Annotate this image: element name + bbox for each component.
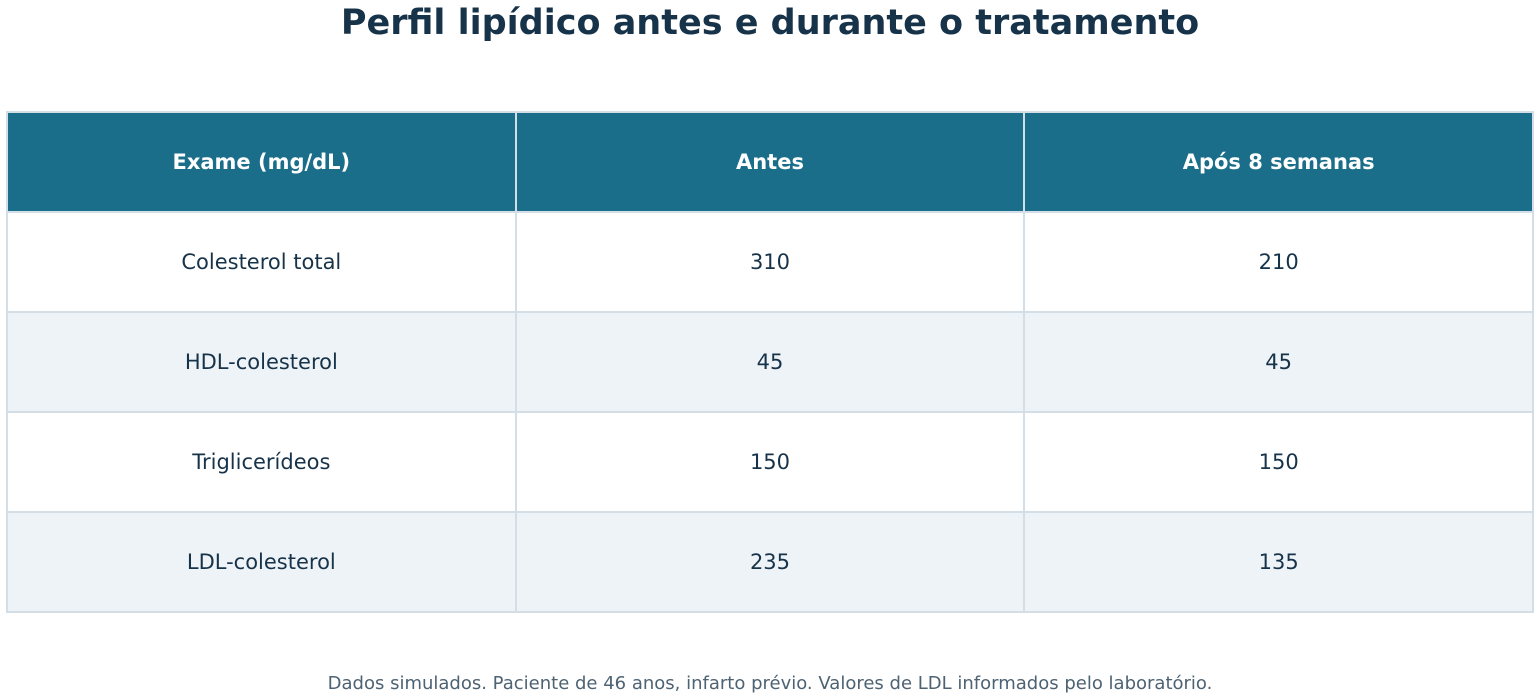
table-row: HDL-colesterol 45 45 xyxy=(6,311,1534,413)
lipid-table: Exame (mg/dL) Antes Após 8 semanas Coles… xyxy=(6,111,1534,613)
cell-exam: Triglicerídeos xyxy=(6,411,517,513)
header-row: Exame (mg/dL) Antes Após 8 semanas xyxy=(6,111,1534,213)
cell-before: 45 xyxy=(514,311,1026,413)
table-header: Exame (mg/dL) Antes Após 8 semanas xyxy=(6,111,1534,213)
column-header-before: Antes xyxy=(514,111,1026,213)
cell-exam: Colesterol total xyxy=(6,211,517,313)
cell-exam: HDL-colesterol xyxy=(6,311,517,413)
column-header-after: Após 8 semanas xyxy=(1023,111,1534,213)
table-row: LDL-colesterol 235 135 xyxy=(6,511,1534,613)
table-row: Triglicerídeos 150 150 xyxy=(6,411,1534,513)
table-row: Colesterol total 310 210 xyxy=(6,211,1534,313)
cell-before: 310 xyxy=(514,211,1026,313)
cell-after: 135 xyxy=(1023,511,1534,613)
cell-before: 235 xyxy=(514,511,1026,613)
lipid-table-container: Exame (mg/dL) Antes Após 8 semanas Coles… xyxy=(6,111,1534,613)
cell-after: 45 xyxy=(1023,311,1534,413)
footnote: Dados simulados. Paciente de 46 anos, in… xyxy=(327,673,1213,694)
column-header-exam: Exame (mg/dL) xyxy=(6,111,517,213)
cell-exam: LDL-colesterol xyxy=(6,511,517,613)
table-body: Colesterol total 310 210 HDL-colesterol … xyxy=(6,211,1534,613)
cell-after: 150 xyxy=(1023,411,1534,513)
cell-after: 210 xyxy=(1023,211,1534,313)
cell-before: 150 xyxy=(514,411,1026,513)
chart-title: Perfil lipídico antes e durante o tratam… xyxy=(340,3,1200,43)
